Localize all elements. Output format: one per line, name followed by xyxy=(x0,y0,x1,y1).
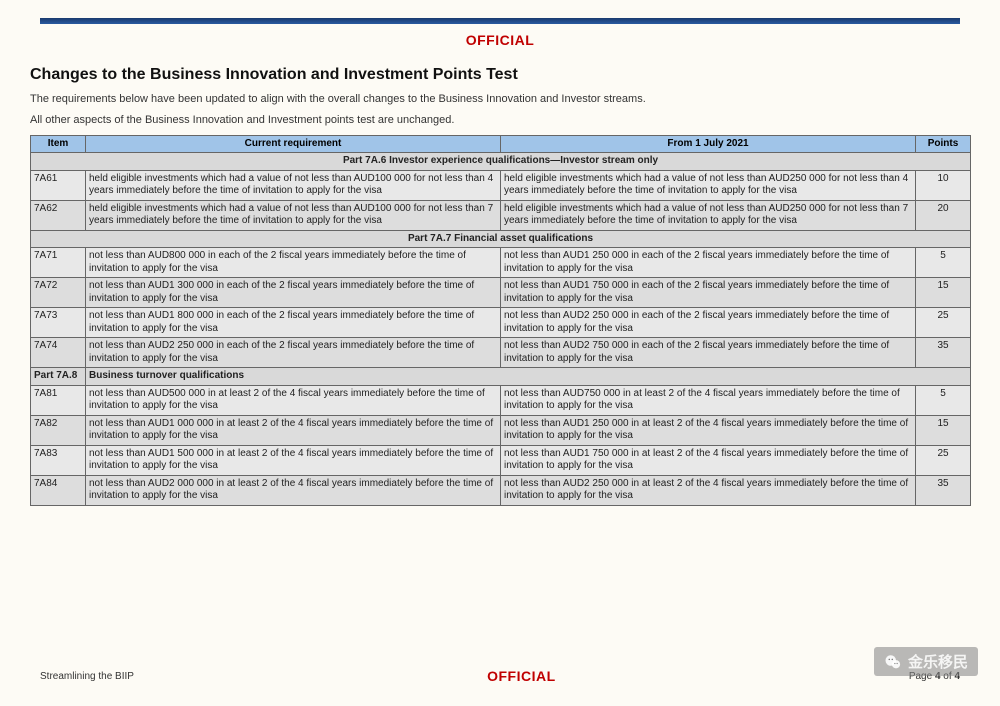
section-header-7a7: Part 7A.7 Financial asset qualifications xyxy=(31,230,971,248)
col-points: Points xyxy=(916,135,971,153)
table-row: 7A74 not less than AUD2 250 000 in each … xyxy=(31,338,971,368)
footer-left: Streamlining the BIIP xyxy=(40,671,134,682)
cell-new: not less than AUD2 250 000 in each of th… xyxy=(501,308,916,338)
table-row: 7A81 not less than AUD500 000 in at leas… xyxy=(31,385,971,415)
wechat-icon xyxy=(884,653,902,671)
cell-current: held eligible investments which had a va… xyxy=(86,200,501,230)
cell-current: held eligible investments which had a va… xyxy=(86,170,501,200)
cell-item: 7A72 xyxy=(31,278,86,308)
cell-new: held eligible investments which had a va… xyxy=(501,170,916,200)
table-row: 7A82 not less than AUD1 000 000 in at le… xyxy=(31,415,971,445)
cell-item: 7A61 xyxy=(31,170,86,200)
cell-item: 7A74 xyxy=(31,338,86,368)
table-header-row: Item Current requirement From 1 July 202… xyxy=(31,135,971,153)
cell-points: 35 xyxy=(916,475,971,505)
cell-item: 7A83 xyxy=(31,445,86,475)
table-row: 7A72 not less than AUD1 300 000 in each … xyxy=(31,278,971,308)
watermark-text: 金乐移民 xyxy=(908,651,968,672)
page-title: Changes to the Business Innovation and I… xyxy=(30,66,970,84)
cell-points: 25 xyxy=(916,445,971,475)
table-row: 7A61 held eligible investments which had… xyxy=(31,170,971,200)
table-row: 7A83 not less than AUD1 500 000 in at le… xyxy=(31,445,971,475)
classification-top: OFFICIAL xyxy=(30,32,970,48)
table-row: 7A73 not less than AUD1 800 000 in each … xyxy=(31,308,971,338)
cell-points: 20 xyxy=(916,200,971,230)
section-label: Part 7A.6 Investor experience qualificat… xyxy=(31,153,971,171)
cell-current: not less than AUD1 500 000 in at least 2… xyxy=(86,445,501,475)
cell-current: not less than AUD1 000 000 in at least 2… xyxy=(86,415,501,445)
cell-points: 5 xyxy=(916,385,971,415)
cell-item: 7A73 xyxy=(31,308,86,338)
cell-new: not less than AUD1 750 000 in each of th… xyxy=(501,278,916,308)
cell-item: 7A82 xyxy=(31,415,86,445)
cell-new: not less than AUD750 000 in at least 2 o… xyxy=(501,385,916,415)
section-header-7a6: Part 7A.6 Investor experience qualificat… xyxy=(31,153,971,171)
cell-points: 15 xyxy=(916,278,971,308)
cell-new: not less than AUD2 750 000 in each of th… xyxy=(501,338,916,368)
table-row: 7A84 not less than AUD2 000 000 in at le… xyxy=(31,475,971,505)
watermark: 金乐移民 xyxy=(874,647,978,676)
section-header-7a8: Part 7A.8 Business turnover qualificatio… xyxy=(31,368,971,386)
cell-item: 7A62 xyxy=(31,200,86,230)
cell-points: 25 xyxy=(916,308,971,338)
cell-new: not less than AUD1 250 000 in at least 2… xyxy=(501,415,916,445)
cell-current: not less than AUD1 800 000 in each of th… xyxy=(86,308,501,338)
section-label: Part 7A.7 Financial asset qualifications xyxy=(31,230,971,248)
classification-bottom: OFFICIAL xyxy=(487,668,556,684)
points-table: Item Current requirement From 1 July 202… xyxy=(30,135,971,506)
col-item: Item xyxy=(31,135,86,153)
cell-item: 7A84 xyxy=(31,475,86,505)
cell-current: not less than AUD1 300 000 in each of th… xyxy=(86,278,501,308)
header-rule xyxy=(40,18,960,24)
cell-points: 10 xyxy=(916,170,971,200)
cell-current: not less than AUD800 000 in each of the … xyxy=(86,248,501,278)
cell-new: not less than AUD1 250 000 in each of th… xyxy=(501,248,916,278)
cell-current: not less than AUD2 250 000 in each of th… xyxy=(86,338,501,368)
cell-points: 35 xyxy=(916,338,971,368)
cell-item: 7A71 xyxy=(31,248,86,278)
col-current: Current requirement xyxy=(86,135,501,153)
cell-points: 15 xyxy=(916,415,971,445)
intro-paragraph-2: All other aspects of the Business Innova… xyxy=(30,113,970,128)
cell-points: 5 xyxy=(916,248,971,278)
cell-new: not less than AUD1 750 000 in at least 2… xyxy=(501,445,916,475)
intro-paragraph-1: The requirements below have been updated… xyxy=(30,92,970,107)
section-label: Business turnover qualifications xyxy=(86,368,971,386)
table-row: 7A62 held eligible investments which had… xyxy=(31,200,971,230)
table-row: 7A71 not less than AUD800 000 in each of… xyxy=(31,248,971,278)
cell-new: held eligible investments which had a va… xyxy=(501,200,916,230)
cell-item: 7A81 xyxy=(31,385,86,415)
cell-current: not less than AUD500 000 in at least 2 o… xyxy=(86,385,501,415)
page-footer: Streamlining the BIIP OFFICIAL Page 4 of… xyxy=(40,668,960,684)
col-from: From 1 July 2021 xyxy=(501,135,916,153)
cell-current: not less than AUD2 000 000 in at least 2… xyxy=(86,475,501,505)
cell-new: not less than AUD2 250 000 in at least 2… xyxy=(501,475,916,505)
document-page: OFFICIAL Changes to the Business Innovat… xyxy=(0,0,1000,706)
section-item: Part 7A.8 xyxy=(31,368,86,386)
